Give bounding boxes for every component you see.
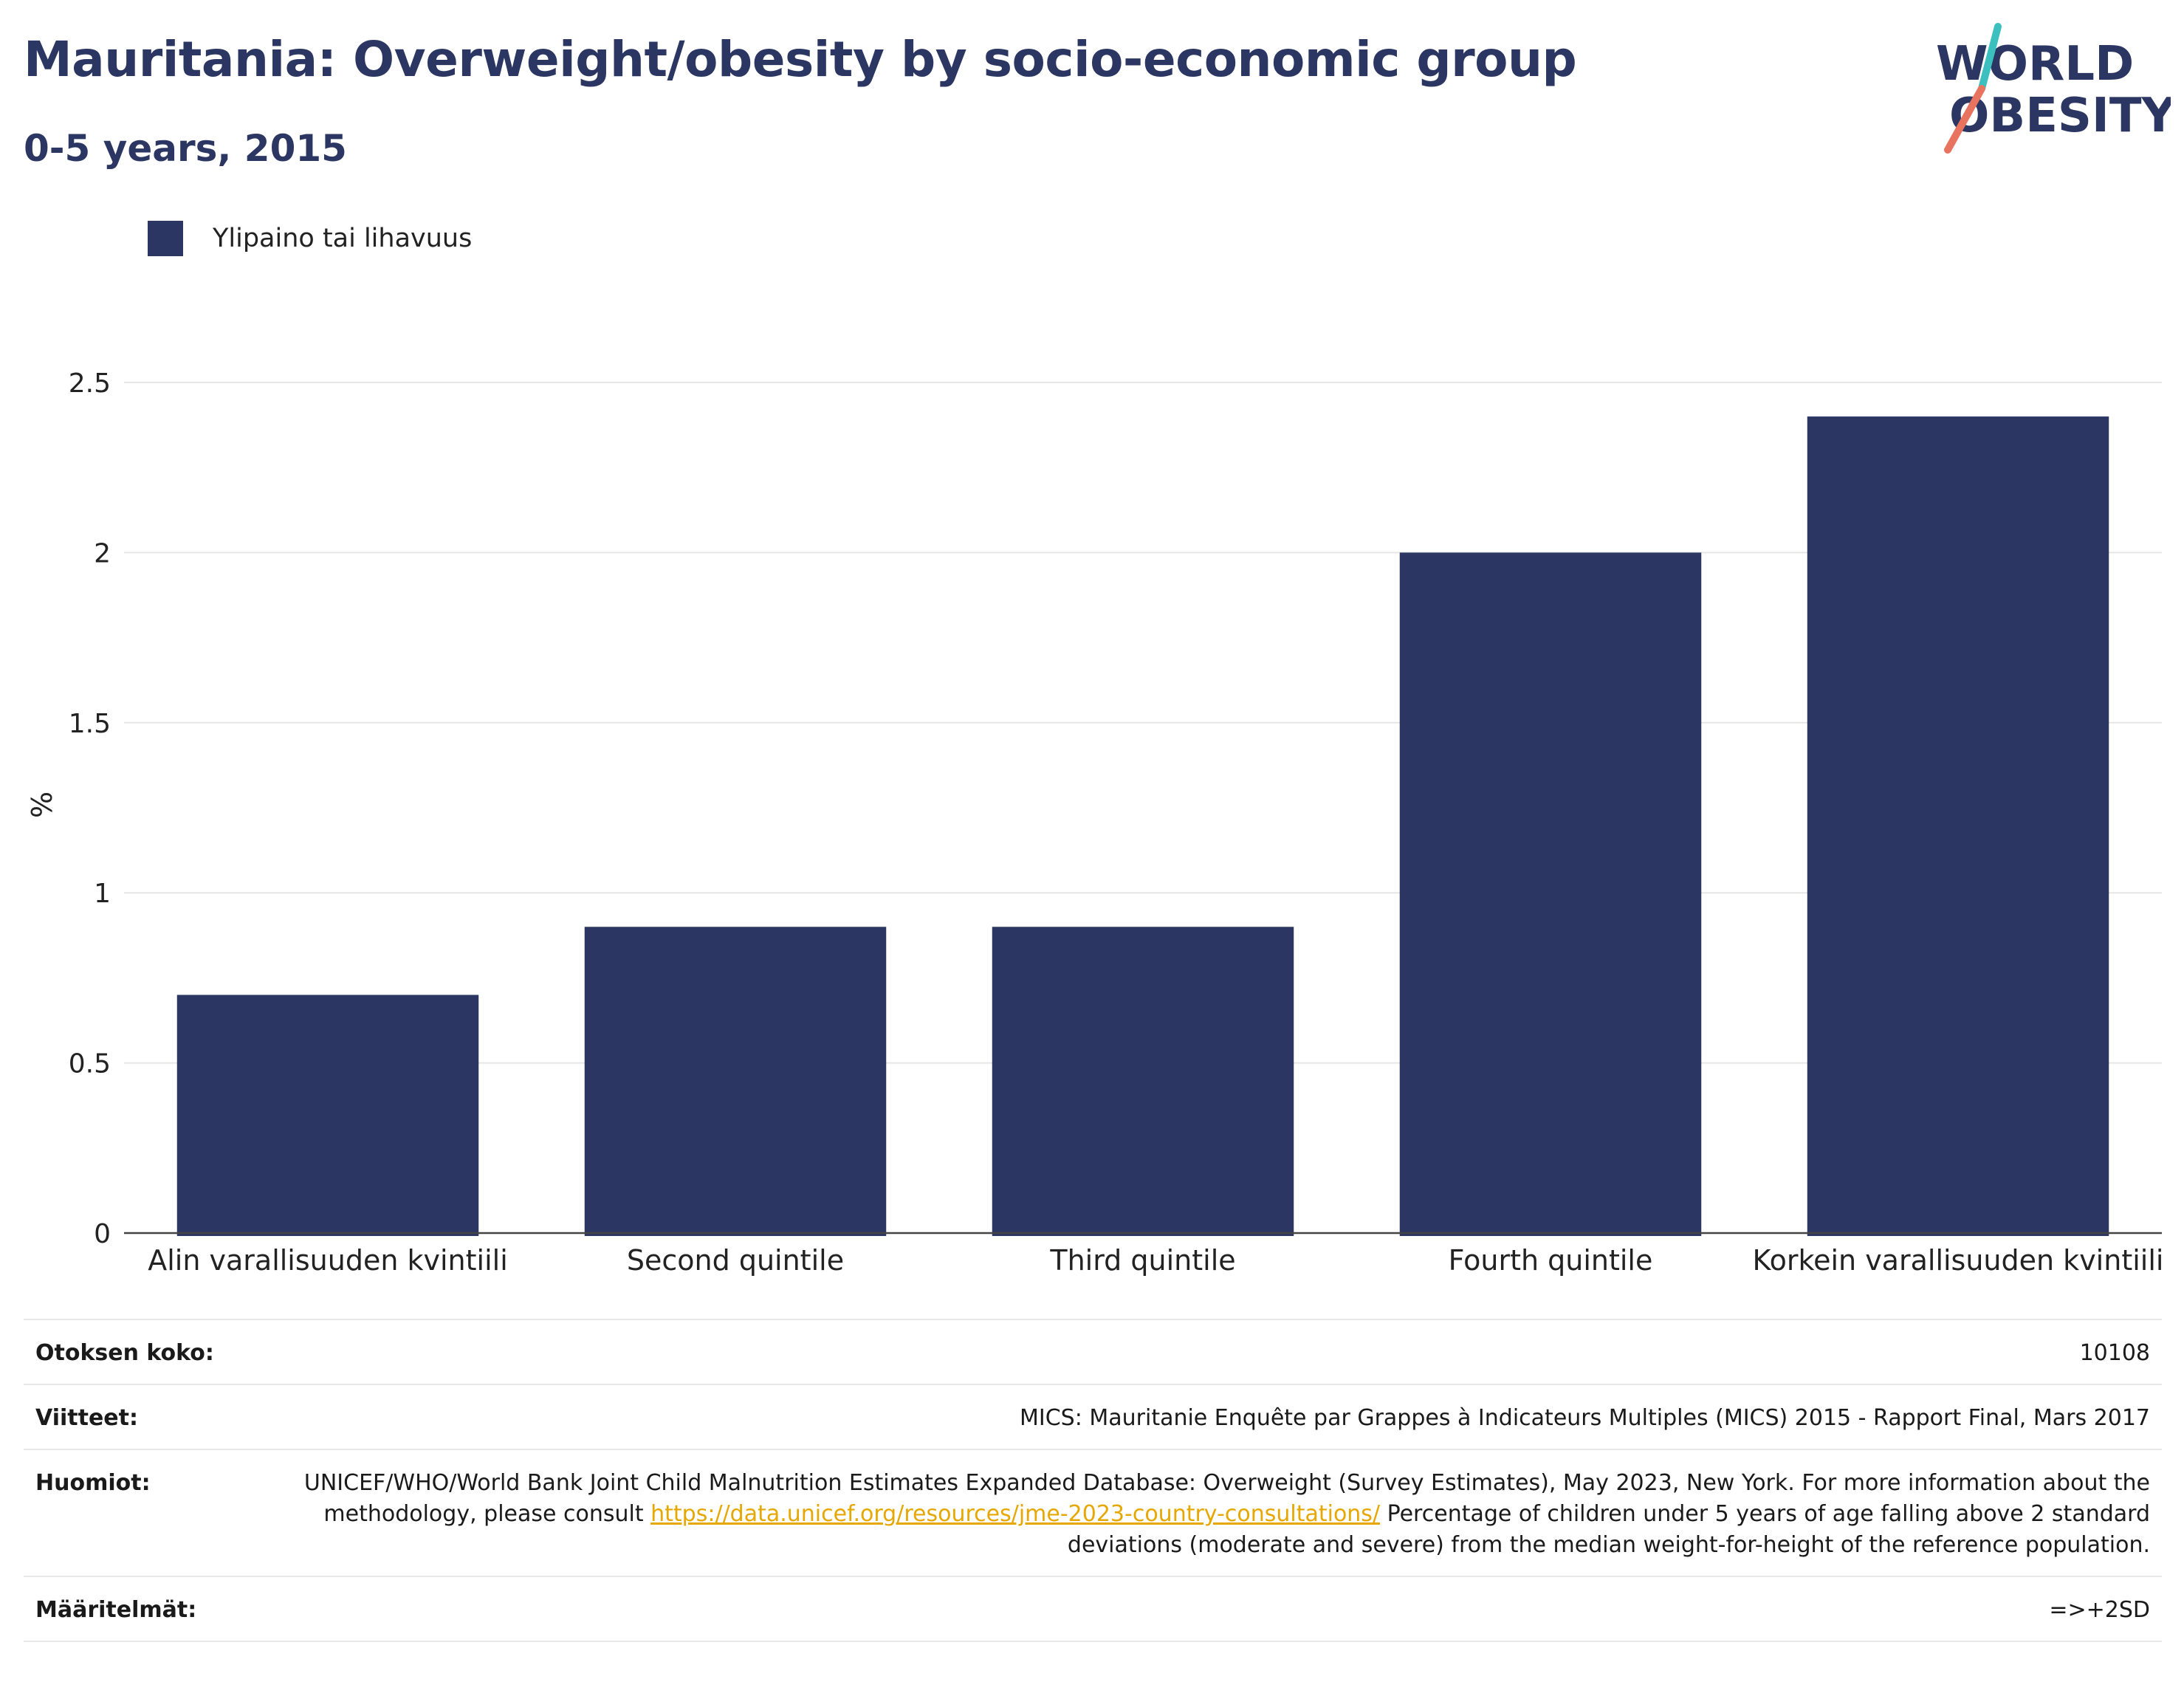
notes-label: Huomiot: <box>35 1470 151 1496</box>
y-tick-label: 2 <box>94 538 111 569</box>
logo-word-obesity: OBESITY <box>1949 89 2171 143</box>
bar <box>584 927 887 1236</box>
chart-title: Mauritania: Overweight/obesity by socio-… <box>24 31 1577 88</box>
x-tick-label: Korkein varallisuuden kvintiili <box>1753 1244 2164 1277</box>
info-row-references: Viitteet: MICS: Mauritanie Enquête par G… <box>24 1384 2162 1449</box>
y-tick-labels: 0 0.5 1 1.5 2 2.5 <box>69 368 111 1249</box>
notes-text-1: UNICEF/WHO/World Bank Joint Child Malnut… <box>303 1470 2150 1527</box>
references-value: MICS: Mauritanie Enquête par Grappes à I… <box>1020 1405 2150 1431</box>
legend-label: Ylipaino tai lihavuus <box>213 224 473 253</box>
y-tick-label: 1.5 <box>69 709 111 739</box>
references-label: Viitteet: <box>35 1405 138 1431</box>
chart-subtitle: 0-5 years, 2015 <box>24 127 347 170</box>
bar-chart: 0 0.5 1 1.5 2 2.5 Alin varallisuuden kvintiil… <box>26 368 2163 1277</box>
x-tick-label: Third quintile <box>1049 1244 1235 1277</box>
notes-link[interactable]: https://data.unicef.org/resources/jme-20… <box>650 1501 1381 1527</box>
bars <box>176 416 2109 1236</box>
world-obesity-logo: WORLD OBESITY <box>1936 23 2171 154</box>
sample-size-value: 10108 <box>2079 1340 2150 1366</box>
bar <box>992 927 1294 1236</box>
logo-slash-teal <box>1978 23 2002 92</box>
x-tick-label: Alin varallisuuden kvintiili <box>148 1244 508 1277</box>
info-table: Otoksen koko: 10108 Viitteet: MICS: Maur… <box>24 1319 2162 1642</box>
info-row-definitions: Määritelmät: =>+2SD <box>24 1576 2162 1642</box>
y-tick-label: 0.5 <box>69 1049 111 1079</box>
legend-swatch <box>148 221 183 256</box>
sample-size-label: Otoksen koko: <box>35 1340 214 1366</box>
bar <box>1399 552 1702 1236</box>
definitions-value: =>+2SD <box>2049 1597 2150 1623</box>
info-row-sample-size: Otoksen koko: 10108 <box>24 1319 2162 1384</box>
bar <box>1807 416 2109 1236</box>
y-axis-label: % <box>26 792 58 818</box>
y-tick-label: 2.5 <box>69 368 111 399</box>
logo-word-world: WORLD <box>1936 37 2134 92</box>
y-tick-label: 1 <box>94 879 111 909</box>
info-row-notes: Huomiot: UNICEF/WHO/World Bank Joint Chi… <box>24 1449 2162 1576</box>
notes-value: UNICEF/WHO/World Bank Joint Child Malnut… <box>260 1468 2150 1561</box>
y-tick-label: 0 <box>94 1219 111 1249</box>
notes-text-2: Percentage of children under 5 years of … <box>1067 1501 2150 1558</box>
definitions-label: Määritelmät: <box>35 1597 197 1623</box>
chart-legend[interactable]: Ylipaino tai lihavuus <box>148 220 472 257</box>
x-tick-labels: Alin varallisuuden kvintiili Second quint… <box>148 1244 2163 1277</box>
logo-slash-red <box>1944 85 1985 154</box>
x-tick-label: Second quintile <box>627 1244 844 1277</box>
bar <box>176 995 479 1236</box>
x-tick-label: Fourth quintile <box>1449 1244 1653 1277</box>
